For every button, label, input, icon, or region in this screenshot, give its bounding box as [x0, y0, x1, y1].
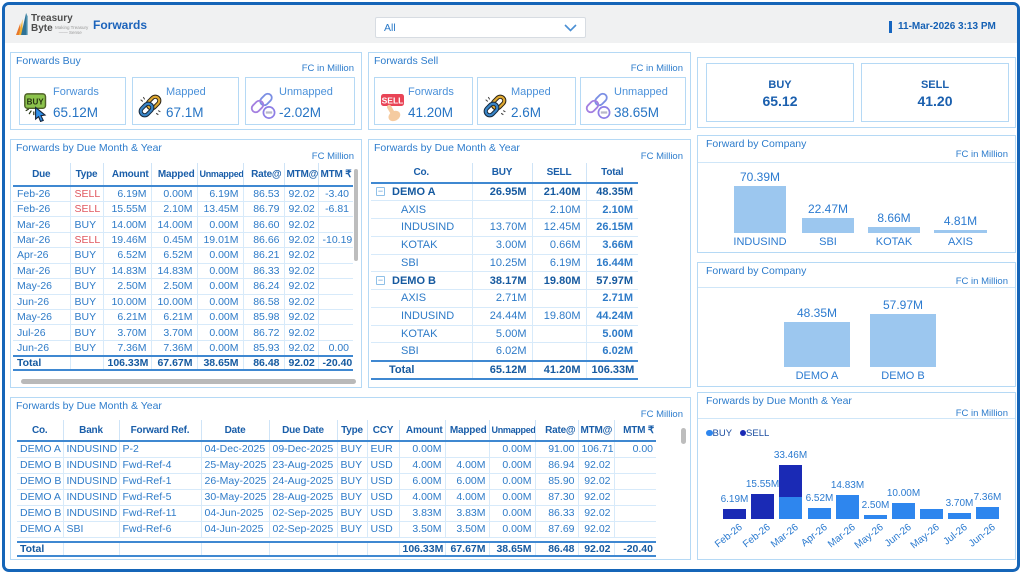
svg-text:BUY: BUY [27, 98, 45, 107]
svg-text:SELL: SELL [382, 96, 404, 106]
